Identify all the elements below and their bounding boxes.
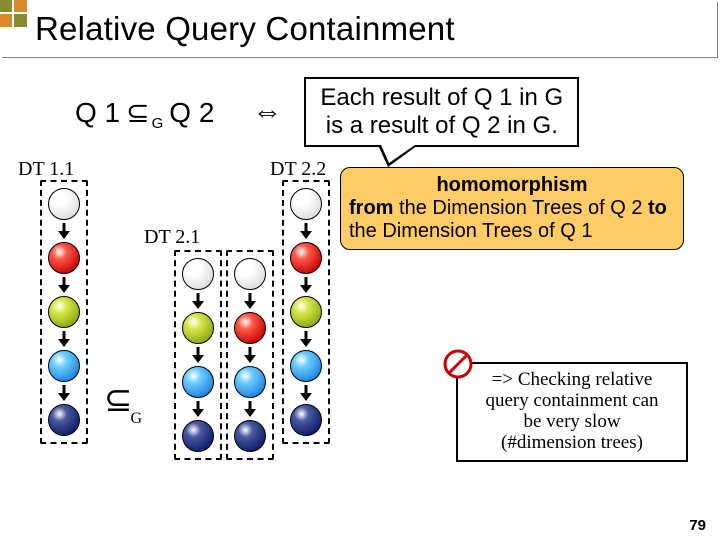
arrow-down-icon: [298, 331, 314, 347]
homo-to: to: [648, 197, 667, 219]
slow-l4: (#dimension trees): [464, 433, 680, 454]
q1-text: Q 1: [75, 97, 120, 129]
slow-l1: => Checking relative: [464, 370, 680, 391]
slow-l2: query containment can: [464, 391, 680, 412]
arrow-down-icon: [190, 401, 206, 417]
tree-dt11: [40, 180, 88, 444]
arrow-down-icon: [56, 385, 72, 401]
arrow-down-icon: [242, 401, 258, 417]
node-ball: [234, 366, 266, 398]
node-ball: [234, 258, 266, 290]
node-ball: [182, 312, 214, 344]
page-number: 79: [689, 517, 706, 534]
speech-tail: [378, 145, 418, 167]
accent-sq: [0, 0, 12, 12]
homo-from: from: [349, 197, 393, 219]
tree-dt22: [282, 180, 330, 444]
dt22-label: DT 2.2: [270, 158, 326, 181]
node-ball: [182, 420, 214, 452]
arrow-down-icon: [56, 331, 72, 347]
subset-g-mid: ⊆G: [104, 380, 144, 424]
tree-dt21b: [226, 250, 274, 460]
iff-arrow: ⇔: [252, 95, 282, 129]
arrow-down-icon: [298, 385, 314, 401]
accent-sq: [14, 0, 27, 12]
title-bar-shadow: Relative Query Containment: [2, 2, 718, 58]
node-ball: [48, 404, 80, 436]
arrow-down-icon: [242, 347, 258, 363]
homo-word: homomorphism: [436, 174, 587, 196]
arrow-down-icon: [56, 277, 72, 293]
q2-text: Q 2: [169, 97, 214, 129]
subset-subscript: G: [152, 115, 164, 132]
page-title: Relative Query Containment: [35, 10, 455, 48]
result-line2: is a result of Q 2 in G.: [320, 112, 563, 140]
corner-accent: [0, 0, 29, 29]
result-speech-box: Each result of Q 1 in G is a result of Q…: [304, 77, 579, 146]
result-line1: Each result of Q 1 in G: [320, 84, 563, 112]
dt11-label: DT 1.1: [18, 158, 74, 181]
arrow-down-icon: [242, 293, 258, 309]
node-ball: [290, 350, 322, 382]
node-ball: [48, 296, 80, 328]
arrow-down-icon: [190, 347, 206, 363]
node-ball: [290, 242, 322, 274]
subset-symbol: ⊆: [126, 96, 149, 129]
node-ball: [182, 366, 214, 398]
homo-mid: the Dimension Trees of Q 2: [393, 197, 648, 219]
containment-expression: Q 1 ⊆G Q 2: [75, 96, 214, 129]
dt21-label: DT 2.1: [144, 226, 200, 249]
slow-l3: be very slow: [464, 412, 680, 433]
prohibited-icon: [442, 348, 474, 380]
title-bar: Relative Query Containment: [1, 1, 717, 57]
homo-suffix: the Dimension Trees of Q 1: [349, 220, 592, 242]
slow-warning-box: => Checking relative query containment c…: [456, 362, 688, 462]
node-ball: [290, 404, 322, 436]
node-ball: [48, 242, 80, 274]
subset-sub-mid: G: [131, 410, 143, 427]
subset-symbol-mid: ⊆: [104, 382, 133, 419]
homomorphism-callout: homomorphism from the Dimension Trees of…: [340, 167, 684, 250]
node-ball: [290, 188, 322, 220]
accent-sq: [14, 14, 27, 27]
node-ball: [234, 420, 266, 452]
tree-dt21a: [174, 250, 222, 460]
arrow-down-icon: [190, 293, 206, 309]
node-ball: [234, 312, 266, 344]
node-ball: [182, 258, 214, 290]
node-ball: [48, 188, 80, 220]
arrow-down-icon: [56, 223, 72, 239]
containment-row: Q 1 ⊆G Q 2 ⇔ Each result of Q 1 in G is …: [75, 78, 677, 146]
arrow-down-icon: [298, 277, 314, 293]
node-ball: [48, 350, 80, 382]
node-ball: [290, 296, 322, 328]
arrow-down-icon: [298, 223, 314, 239]
accent-sq: [0, 14, 12, 27]
